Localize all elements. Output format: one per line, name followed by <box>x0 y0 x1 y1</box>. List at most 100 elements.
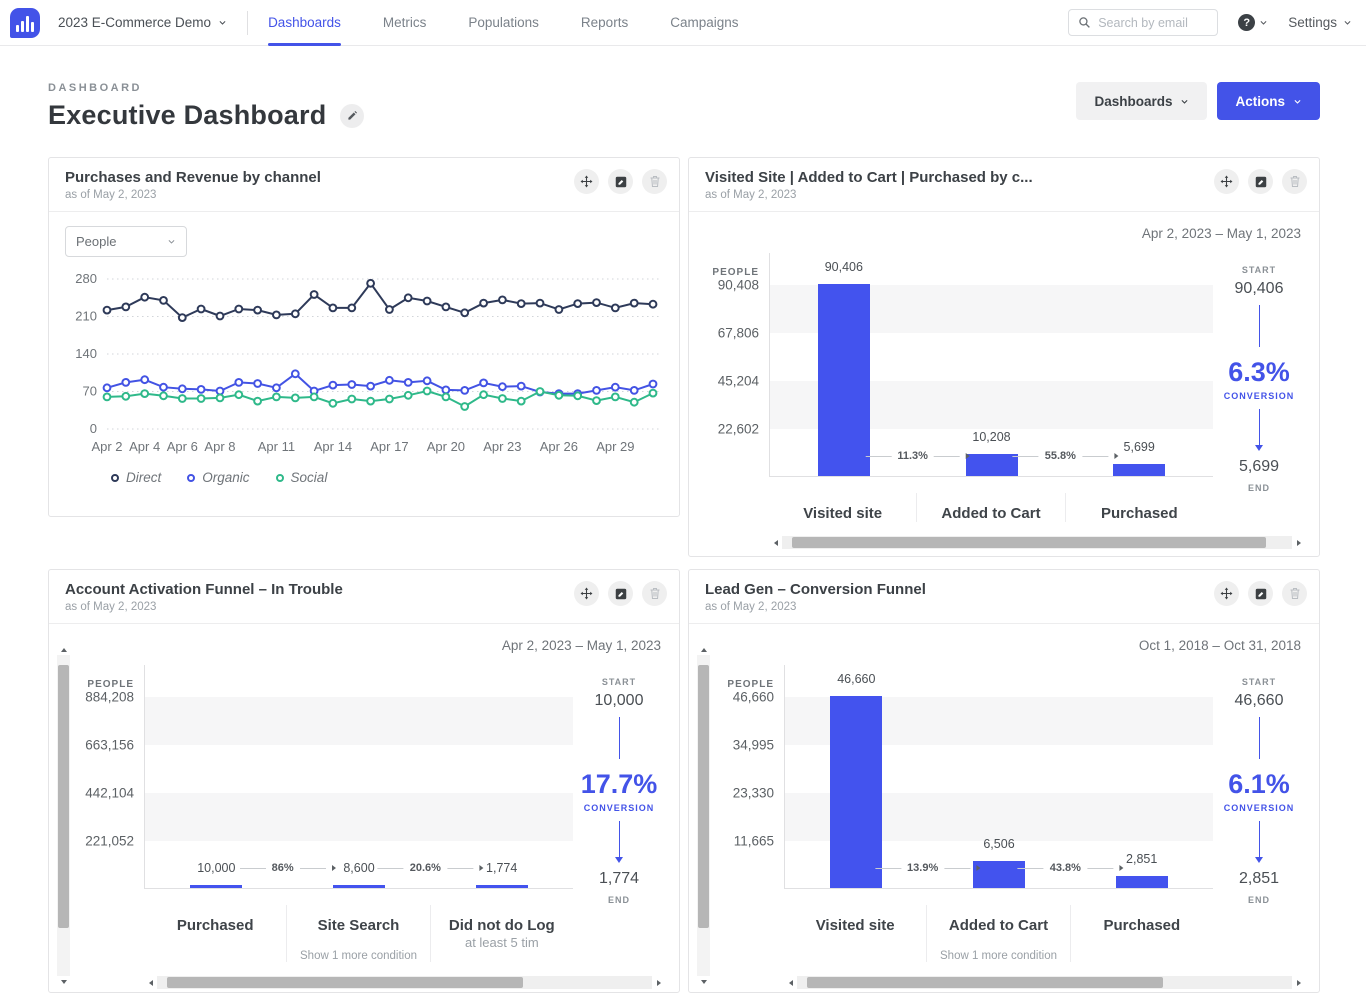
y-tick-label: 280 <box>75 271 97 286</box>
bar-value-label: 6,506 <box>983 837 1015 852</box>
horizontal-scrollbar[interactable] <box>769 536 1305 549</box>
show-more-conditions-link[interactable]: Show 1 more condition <box>300 950 417 962</box>
scrollbar-thumb[interactable] <box>806 977 1164 988</box>
scrollbar-thumb[interactable] <box>58 664 69 928</box>
legend-item-social[interactable]: Social <box>275 470 327 485</box>
horizontal-scrollbar[interactable] <box>144 976 665 989</box>
data-point <box>610 392 620 402</box>
edit-button[interactable] <box>1248 169 1273 194</box>
funnel-body: PEOPLE 11,665 23,330 34,995 46,660 46,660 6,50… <box>712 665 1305 905</box>
funnel-bar[interactable] <box>973 861 1025 888</box>
conversion-label: CONVERSION <box>583 803 655 813</box>
app-logo-icon[interactable] <box>10 7 40 38</box>
funnel-bar[interactable] <box>965 454 1018 476</box>
vertical-scrollbar[interactable] <box>57 644 70 987</box>
dashboards-dropdown-button[interactable]: Dashboards <box>1076 82 1208 120</box>
move-button[interactable] <box>1214 581 1239 606</box>
legend-item-direct[interactable]: Direct <box>111 470 161 485</box>
scrollbar-thumb[interactable] <box>166 977 524 988</box>
triangle-left-icon <box>148 979 153 986</box>
funnel-plot[interactable]: 10,000 8,600 1,774 86% 20.6% <box>144 665 573 889</box>
card-header: Account Activation Funnel – In Trouble a… <box>49 570 679 624</box>
funnel-plot[interactable]: 46,660 6,506 2,851 13.9% 43.8% <box>784 665 1213 889</box>
move-button[interactable] <box>1214 169 1239 194</box>
nav-item-campaigns[interactable]: Campaigns <box>670 15 739 30</box>
funnel-bar[interactable] <box>333 885 385 888</box>
move-button[interactable] <box>574 581 599 606</box>
scroll-left-arrow[interactable] <box>784 977 797 988</box>
end-label: END <box>1247 895 1270 905</box>
scrollbar-track[interactable] <box>797 976 1292 989</box>
scrollbar-track[interactable] <box>697 655 710 976</box>
data-point <box>592 298 601 307</box>
scroll-down-arrow[interactable] <box>697 976 710 987</box>
funnel-bar[interactable] <box>817 284 870 476</box>
scrollbar-track[interactable] <box>157 976 652 989</box>
data-point <box>215 393 225 403</box>
show-more-conditions-link[interactable]: Show 1 more condition <box>940 950 1057 962</box>
nav-item-reports[interactable]: Reports <box>580 15 629 30</box>
delete-button[interactable] <box>642 581 667 606</box>
scrollbar-track[interactable] <box>782 536 1292 549</box>
delete-button[interactable] <box>642 169 667 194</box>
nav-item-populations[interactable]: Populations <box>468 15 539 30</box>
edit-button[interactable] <box>608 581 633 606</box>
edit-icon <box>615 588 626 599</box>
scrollbar-track[interactable] <box>57 655 70 976</box>
delete-button[interactable] <box>1282 169 1307 194</box>
x-label-cells: Visited site Added to Cart Show 1 more con… <box>784 905 1213 962</box>
metric-select[interactable]: People <box>65 226 187 257</box>
project-selector[interactable]: 2023 E-Commerce Demo <box>58 15 227 30</box>
step-name: Site Search <box>317 917 400 934</box>
edit-button[interactable] <box>1248 581 1273 606</box>
scroll-down-arrow[interactable] <box>57 976 70 987</box>
scroll-right-arrow[interactable] <box>1292 537 1305 548</box>
scroll-up-arrow[interactable] <box>57 644 70 655</box>
card-header: Visited Site | Added to Cart | Purchased… <box>689 158 1319 212</box>
actions-dropdown-button[interactable]: Actions <box>1217 82 1320 120</box>
scrollbar-thumb[interactable] <box>792 537 1267 548</box>
data-point <box>234 304 244 314</box>
card-title: Lead Gen – Conversion Funnel <box>705 581 926 598</box>
start-value: 46,660 <box>1234 692 1284 709</box>
settings-label: Settings <box>1288 15 1337 30</box>
nav-item-dashboards[interactable]: Dashboards <box>268 0 341 46</box>
horizontal-scrollbar[interactable] <box>784 976 1305 989</box>
settings-menu[interactable]: Settings <box>1288 15 1352 30</box>
scroll-left-arrow[interactable] <box>769 537 782 548</box>
dash-line <box>239 867 266 869</box>
data-point <box>366 381 376 391</box>
vertical-scrollbar[interactable] <box>697 644 710 987</box>
conversion-label: CONVERSION <box>1223 803 1295 813</box>
search-input[interactable] <box>1098 15 1209 30</box>
edit-title-button[interactable] <box>340 103 365 128</box>
funnel-bar[interactable] <box>190 885 243 888</box>
step-name: Purchased <box>1100 505 1178 522</box>
edit-button[interactable] <box>608 169 633 194</box>
data-point <box>441 385 451 395</box>
scroll-right-arrow[interactable] <box>1292 977 1305 988</box>
scroll-up-arrow[interactable] <box>697 644 710 655</box>
funnel-bar[interactable] <box>475 885 528 888</box>
scroll-left-arrow[interactable] <box>144 977 157 988</box>
data-point <box>403 390 413 400</box>
arrow-right-icon <box>331 865 336 871</box>
data-point <box>441 392 451 402</box>
help-menu[interactable]: ? <box>1238 14 1268 31</box>
funnel-bar[interactable] <box>1115 876 1168 888</box>
legend-marker <box>111 473 119 482</box>
funnel-bar[interactable] <box>830 696 883 888</box>
legend-item-organic[interactable]: Organic <box>187 470 250 485</box>
scroll-right-arrow[interactable] <box>652 977 665 988</box>
line-chart[interactable]: 0 70 140 210 280 Apr 2 Apr 4 Apr 6 Apr 8 Apr 11 Ap… <box>65 265 663 461</box>
funnel-plot[interactable]: 90,406 10,208 5,699 11.3% 55.8% <box>769 253 1213 477</box>
y-tick-label: 11,665 <box>733 833 774 849</box>
move-button[interactable] <box>574 169 599 194</box>
y-tick-label: 0 <box>90 421 97 436</box>
delete-button[interactable] <box>1282 581 1307 606</box>
y-axis-label: PEOPLE <box>727 679 774 690</box>
search-box[interactable] <box>1068 9 1219 36</box>
nav-item-metrics[interactable]: Metrics <box>382 15 427 30</box>
scrollbar-thumb[interactable] <box>698 664 709 928</box>
funnel-bar[interactable] <box>1113 463 1166 476</box>
